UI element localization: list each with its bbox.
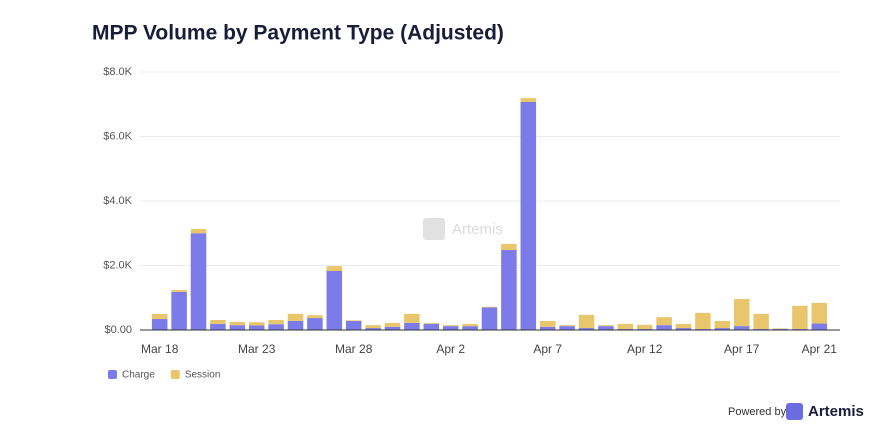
powered-by: Powered by [728, 406, 787, 418]
bar-segment [404, 313, 420, 323]
bar-segment [733, 299, 750, 327]
bar-segment [539, 320, 556, 327]
bar-segment [559, 325, 575, 327]
bar-segment [287, 320, 304, 330]
brand-icon [786, 403, 803, 420]
bar-segment [656, 317, 672, 326]
bar-segment [248, 325, 265, 330]
bar-segment [714, 320, 731, 329]
legend-swatch [108, 370, 117, 379]
bar-segment [248, 322, 265, 326]
bar-segment [462, 326, 478, 330]
bar-segment [636, 324, 653, 330]
bar-segment [268, 320, 284, 325]
bar-segment [326, 270, 343, 330]
watermark-icon [423, 218, 445, 240]
bar-segment [229, 325, 246, 330]
bar-segment [229, 321, 246, 326]
bar-segment [190, 229, 207, 234]
legend-swatch [170, 370, 180, 379]
y-tick-label: $8.0K [103, 66, 132, 78]
x-tick-label: Mar 18 [141, 342, 179, 356]
bar-segment [792, 305, 808, 330]
bar-segment [617, 323, 634, 330]
bar-segment [345, 320, 362, 330]
bar-segment [675, 323, 692, 329]
bar-segment [151, 319, 168, 330]
y-tick-label: $4.0K [103, 195, 132, 207]
bar-segment [307, 315, 323, 319]
bar-segment [714, 328, 731, 330]
bar-segment [210, 323, 226, 330]
x-tick-label: Apr 7 [533, 342, 562, 356]
chart-title: MPP Volume by Payment Type (Adjusted) [92, 22, 504, 45]
bar-segment [772, 328, 789, 330]
bar-segment [656, 325, 672, 330]
bar-segment [598, 326, 614, 330]
bar-segment [559, 326, 575, 330]
bar-segment [501, 250, 517, 330]
x-tick-label: Mar 23 [238, 342, 276, 356]
bar-segment [501, 243, 517, 251]
bar-segment [753, 313, 769, 330]
x-tick-label: Mar 28 [335, 342, 373, 356]
bar-segment [520, 101, 537, 331]
bar-segment [423, 322, 440, 324]
bar-segment [384, 322, 401, 327]
watermark: Artemis [423, 218, 503, 240]
bar-segment [578, 314, 595, 329]
bar-segment [384, 326, 401, 330]
x-tick-label: Apr 12 [627, 342, 663, 356]
y-tick-label: $6.0K [103, 130, 132, 142]
bar-segment [481, 307, 498, 330]
bar-segment [423, 323, 440, 330]
bar-segment [462, 323, 478, 327]
bar-segment [695, 312, 711, 330]
bar-segment [578, 328, 595, 330]
bar-segment [365, 328, 381, 330]
bar-segment [481, 306, 498, 308]
bar-segment [326, 266, 343, 271]
bar-segment [404, 322, 420, 330]
bar-segment [811, 323, 828, 330]
bar-segment [539, 326, 556, 330]
bar-segment [442, 326, 459, 330]
bar-segment [307, 318, 323, 330]
y-tick-label: $2.0K [103, 259, 132, 271]
bar-segment [345, 320, 362, 321]
bar-segment [287, 313, 304, 321]
bar-segment [190, 233, 207, 330]
bar-segment [171, 291, 187, 330]
bar-segment [520, 98, 537, 102]
bar-segment [598, 325, 614, 327]
bar-segment [733, 326, 750, 330]
brand-name: Artemis [808, 403, 864, 420]
bar-segment [811, 302, 828, 324]
legend-label: Charge [122, 370, 155, 381]
bar-segment [268, 324, 284, 330]
bar-segment [675, 328, 692, 330]
x-tick-label: Apr 17 [724, 342, 760, 356]
bar-segment [442, 325, 459, 327]
watermark-text: Artemis [452, 221, 503, 238]
bar-segment [210, 320, 226, 324]
y-tick-label: $0.00 [104, 324, 132, 336]
bar-segment [171, 290, 187, 292]
bar-segment [151, 313, 168, 320]
x-tick-label: Apr 21 [802, 342, 838, 356]
legend-label: Session [185, 370, 221, 381]
x-tick-label: Apr 2 [436, 342, 465, 356]
bar-segment [365, 325, 381, 329]
